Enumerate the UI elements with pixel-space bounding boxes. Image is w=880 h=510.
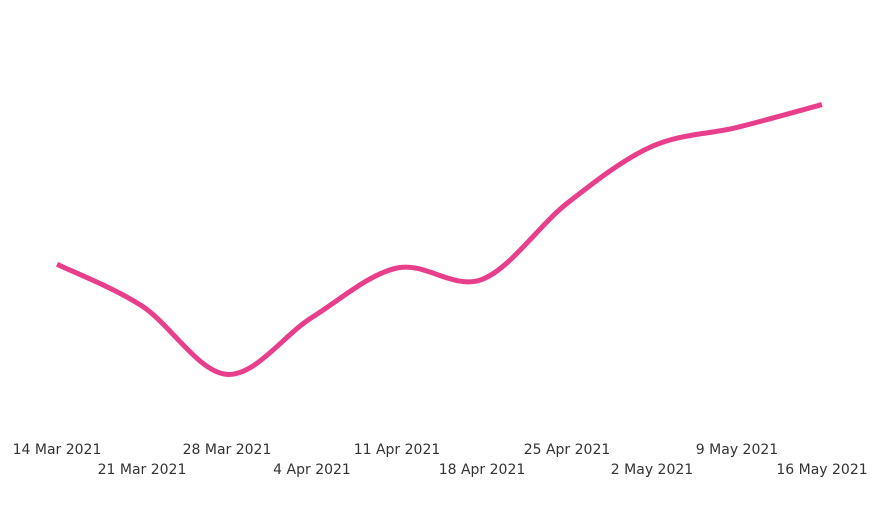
x-tick-label: 2 May 2021 bbox=[611, 462, 693, 478]
x-tick-label: 11 Apr 2021 bbox=[354, 442, 441, 458]
x-tick-label: 25 Apr 2021 bbox=[524, 442, 611, 458]
x-tick-label: 16 May 2021 bbox=[776, 462, 867, 478]
x-tick-label: 4 Apr 2021 bbox=[273, 462, 351, 478]
x-tick-label: 9 May 2021 bbox=[696, 442, 778, 458]
x-tick-label: 14 Mar 2021 bbox=[13, 442, 102, 458]
x-tick-label: 18 Apr 2021 bbox=[439, 462, 526, 478]
x-tick-label: 28 Mar 2021 bbox=[183, 442, 272, 458]
line bbox=[55, 102, 823, 377]
x-tick-label: 21 Mar 2021 bbox=[98, 462, 187, 478]
